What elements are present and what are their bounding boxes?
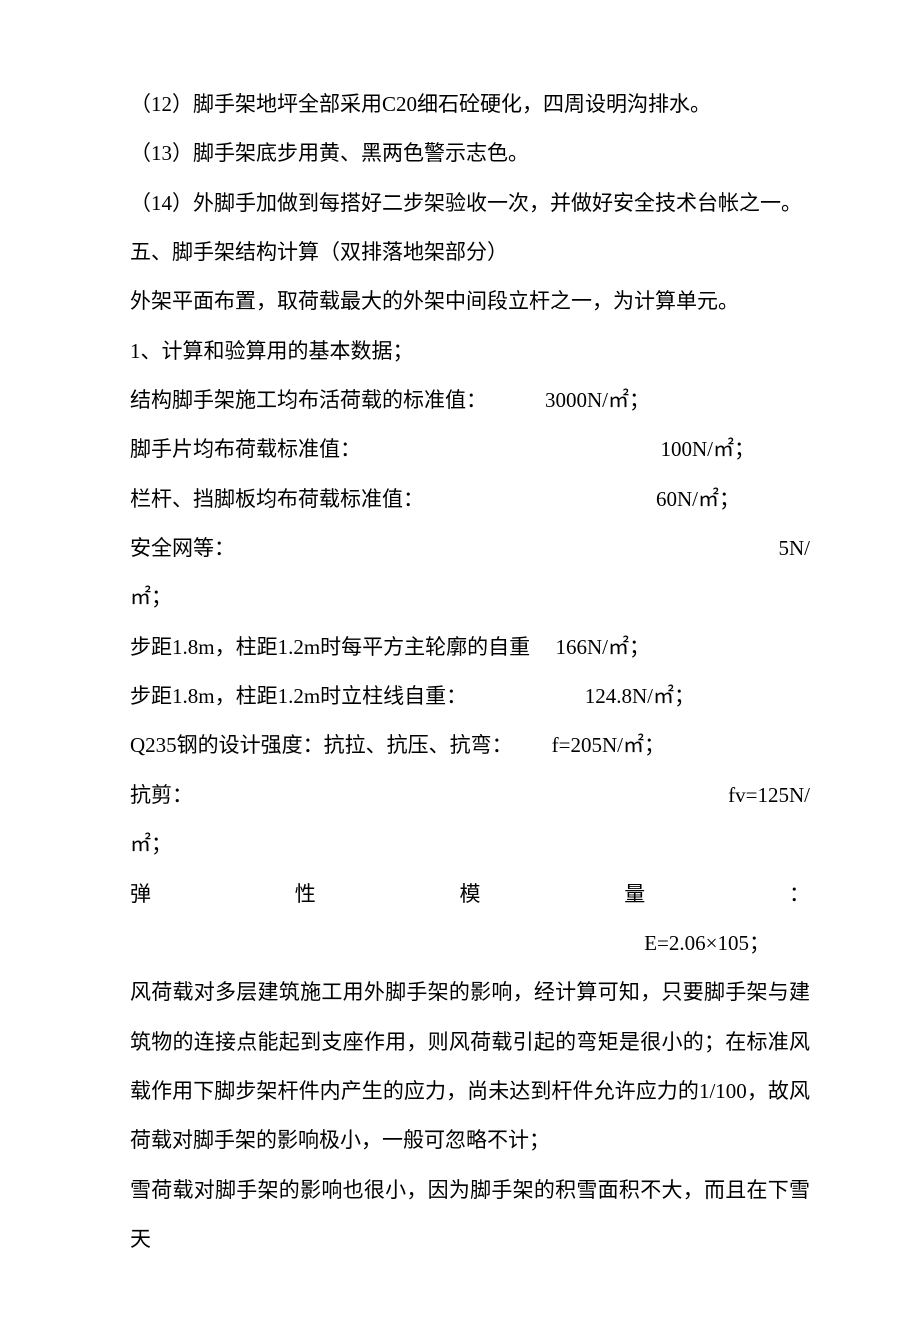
data-row: 栏杆、挡脚板均布荷载标准值： 60N/㎡； <box>130 475 810 524</box>
data-value: 124.8N/㎡； <box>585 672 695 721</box>
section-heading: 五、脚手架结构计算（双排落地架部分） <box>130 228 810 277</box>
data-value-continuation: ㎡； <box>130 820 810 869</box>
data-label: 栏杆、挡脚板均布荷载标准值： <box>130 475 424 524</box>
data-label: Q235钢的设计强度：抗拉、抗压、抗弯： <box>130 721 513 770</box>
data-value: 166N/㎡； <box>556 623 651 672</box>
data-label: 步距1.8m，柱距1.2m时每平方主轮廓的自重 <box>130 623 530 672</box>
paragraph-block: 风荷载对多层建筑施工用外脚手架的影响，经计算可知，只要脚手架与建筑物的连接点能起… <box>130 968 810 1165</box>
data-value: f=205N/㎡； <box>552 721 665 770</box>
data-label: 安全网等： <box>130 524 235 573</box>
paragraph-line: （14）外脚手加做到每搭好二步架验收一次，并做好安全技术台帐之一。 <box>130 179 810 228</box>
data-char: 弹 <box>130 870 151 919</box>
data-label: 抗剪： <box>130 771 193 820</box>
paragraph-line: 1、计算和验算用的基本数据； <box>130 327 810 376</box>
data-row: 步距1.8m，柱距1.2m时每平方主轮廓的自重 166N/㎡； <box>130 623 810 672</box>
data-row: 步距1.8m，柱距1.2m时立柱线自重： 124.8N/㎡； <box>130 672 810 721</box>
paragraph-line: （12）脚手架地坪全部采用C20细石砼硬化，四周设明沟排水。 <box>130 80 810 129</box>
data-char: 模 <box>460 870 481 919</box>
data-value: E=2.06×105； <box>130 919 810 968</box>
paragraph-line: （13）脚手架底步用黄、黑两色警示志色。 <box>130 129 810 178</box>
data-label: 步距1.8m，柱距1.2m时立柱线自重： <box>130 672 467 721</box>
data-label: 结构脚手架施工均布活荷载的标准值： <box>130 376 487 425</box>
data-value: 60N/㎡； <box>656 475 740 524</box>
data-label: 脚手片均布荷载标准值： <box>130 425 361 474</box>
data-row: 弹 性 模 量 ： <box>130 870 810 919</box>
paragraph-block: 雪荷载对脚手架的影响也很小，因为脚手架的积雪面积不大，而且在下雪天 <box>130 1166 810 1265</box>
data-row: 抗剪： fv=125N/ <box>130 771 810 820</box>
data-char: 性 <box>295 870 316 919</box>
paragraph-line: 外架平面布置，取荷载最大的外架中间段立杆之一，为计算单元。 <box>130 277 810 326</box>
data-char: ： <box>789 870 810 919</box>
data-row: 结构脚手架施工均布活荷载的标准值： 3000N/㎡； <box>130 376 810 425</box>
data-value: 100N/㎡； <box>661 425 756 474</box>
data-row: 脚手片均布荷载标准值： 100N/㎡； <box>130 425 810 474</box>
data-value: 3000N/㎡； <box>545 376 650 425</box>
data-value: fv=125N/ <box>728 771 810 820</box>
data-value-continuation: ㎡； <box>130 573 810 622</box>
data-char: 量 <box>624 870 645 919</box>
data-row: Q235钢的设计强度：抗拉、抗压、抗弯： f=205N/㎡； <box>130 721 810 770</box>
data-value: 5N/ <box>779 524 811 573</box>
document-page: （12）脚手架地坪全部采用C20细石砼硬化，四周设明沟排水。 （13）脚手架底步… <box>0 0 920 1344</box>
data-row: 安全网等： 5N/ <box>130 524 810 573</box>
